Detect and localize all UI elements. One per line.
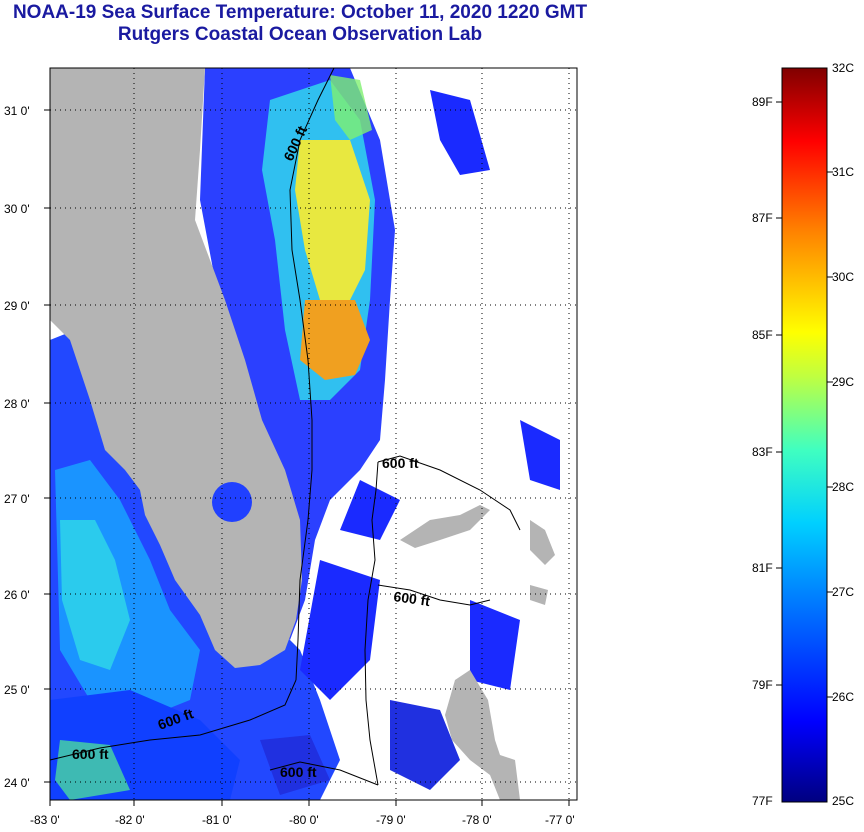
lat-label: 25 0' xyxy=(4,683,30,697)
lon-label: -77 0' xyxy=(545,813,575,827)
atlantic-hot-core xyxy=(300,300,370,380)
se-blobs xyxy=(260,700,460,795)
contour-label: 600 ft xyxy=(72,746,109,762)
lon-label: -82 0' xyxy=(115,813,145,827)
lon-label: -80 0' xyxy=(289,813,319,827)
grand-bahama xyxy=(400,505,490,548)
colorbar-f-label: 79F xyxy=(752,678,773,692)
latitude-labels: 31 0' 30 0' 29 0' 28 0' 27 0' 26 0' 25 0… xyxy=(4,104,30,790)
lake-okeechobee xyxy=(212,482,252,522)
lat-label: 29 0' xyxy=(4,299,30,313)
colorbar-f-label: 89F xyxy=(752,95,773,109)
contour-label: 600 ft xyxy=(393,588,432,609)
colorbar-f-label: 77F xyxy=(752,794,773,808)
contour-label: 600 ft xyxy=(382,455,419,471)
lat-label: 30 0' xyxy=(4,202,30,216)
east-blobs xyxy=(300,90,560,700)
map-subtitle: Rutgers Coastal Ocean Observation Lab xyxy=(117,24,483,45)
lat-label: 28 0' xyxy=(4,397,30,411)
colorbar-c-label: 26C xyxy=(832,690,855,704)
contour-label: 600 ft xyxy=(280,764,317,780)
lat-label: 27 0' xyxy=(4,492,30,506)
atlantic-warm-core xyxy=(295,140,370,300)
isobath-600ft xyxy=(49,67,521,786)
lon-label: -79 0' xyxy=(376,813,406,827)
gulf-water-cyan xyxy=(60,520,130,670)
colorbar-f-label: 81F xyxy=(752,561,773,575)
map-frame xyxy=(49,67,578,801)
lon-label: -83 0' xyxy=(30,813,60,827)
longitude-labels: -83 0' -82 0' -81 0' -80 0' -79 0' -78 0… xyxy=(30,813,575,827)
lat-label: 31 0' xyxy=(4,104,30,118)
atlantic-north-green xyxy=(330,75,372,140)
andros xyxy=(445,670,520,800)
berry-islands xyxy=(530,585,548,605)
colorbar-c-label: 27C xyxy=(832,585,855,599)
colorbar-c-label: 32C xyxy=(832,61,855,75)
map-title: NOAA-19 Sea Surface Temperature: October… xyxy=(12,2,588,23)
colorbar-c-label: 30C xyxy=(832,270,855,284)
colorbar-c-label: 29C xyxy=(832,375,855,389)
lat-label: 24 0' xyxy=(4,776,30,790)
map-grid xyxy=(50,68,577,800)
lon-label: -78 0' xyxy=(462,813,492,827)
map-ticks xyxy=(44,109,570,806)
colorbar-f-label: 87F xyxy=(752,211,773,225)
gulf-water-sw xyxy=(55,740,130,800)
lon-label: -81 0' xyxy=(202,813,232,827)
colorbar-f-label: 83F xyxy=(752,445,773,459)
colorbar xyxy=(781,67,828,803)
colorbar-ticks xyxy=(776,101,833,698)
colorbar-f-label: 85F xyxy=(752,328,773,342)
colorbar-c-label: 31C xyxy=(832,165,855,179)
lat-label: 26 0' xyxy=(4,588,30,602)
abaco xyxy=(530,520,555,565)
colorbar-c-label: 25C xyxy=(832,794,855,808)
colorbar-c-label: 28C xyxy=(832,480,855,494)
